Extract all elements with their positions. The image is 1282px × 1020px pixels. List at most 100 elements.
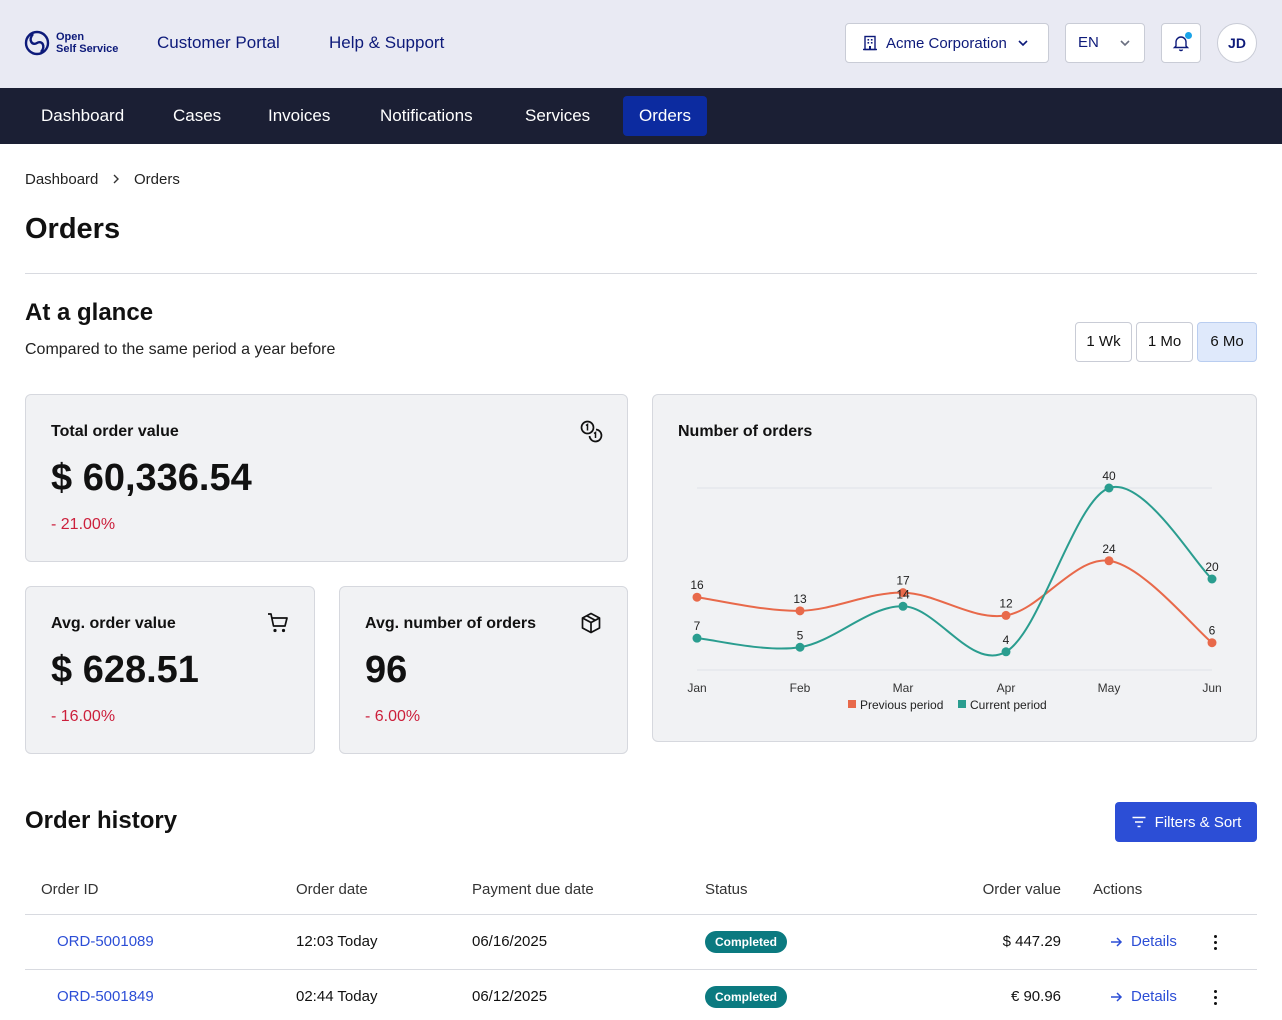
data-label: 13 bbox=[793, 592, 807, 606]
data-label: 4 bbox=[1003, 633, 1010, 647]
customer-portal-link[interactable]: Customer Portal bbox=[157, 33, 280, 52]
filters-sort-button[interactable]: Filters & Sort bbox=[1115, 802, 1257, 842]
card-label: Avg. order value bbox=[51, 615, 176, 632]
data-label: 14 bbox=[896, 587, 910, 601]
column-header-actions: Actions bbox=[1093, 881, 1143, 898]
details-label: Details bbox=[1131, 988, 1177, 1005]
cart-icon bbox=[268, 613, 288, 633]
coins-icon bbox=[580, 420, 603, 443]
arrow-right-icon bbox=[1111, 991, 1123, 1002]
legend-swatch bbox=[958, 700, 966, 708]
chart-title: Number of orders bbox=[678, 423, 813, 440]
glance-title: At a glance bbox=[25, 299, 154, 326]
chevron-right-icon bbox=[113, 174, 119, 184]
period-6mo-button[interactable]: 6 Mo bbox=[1197, 322, 1257, 362]
data-label: 12 bbox=[999, 596, 1013, 610]
x-tick-label: Jan bbox=[687, 681, 706, 695]
nav-invoices[interactable]: Invoices bbox=[268, 106, 331, 125]
data-point bbox=[898, 601, 908, 611]
orders-line-chart: Jan Feb Mar Apr May Jun 16 13 17 12 24 6 7 5 14 4 40 20 Pr… bbox=[687, 469, 1221, 712]
payment-due-date: 06/16/2025 bbox=[472, 933, 548, 950]
filters-sort-label: Filters & Sort bbox=[1154, 813, 1242, 831]
order-id-link[interactable]: ORD-5001849 bbox=[57, 988, 154, 1005]
total-order-value-card: Total order value $ 60,336.54 - 21.00% bbox=[25, 394, 628, 562]
x-tick-label: Feb bbox=[790, 681, 811, 695]
order-date: 12:03 Today bbox=[296, 933, 378, 950]
legend-label: Previous period bbox=[860, 698, 943, 712]
logo-line1: Open bbox=[56, 31, 85, 43]
data-label: 17 bbox=[896, 574, 910, 588]
building-icon bbox=[863, 35, 877, 51]
details-link[interactable]: Details bbox=[1109, 933, 1177, 950]
nav-notifications[interactable]: Notifications bbox=[380, 106, 473, 125]
more-options-icon[interactable] bbox=[1205, 987, 1225, 1007]
more-options-icon[interactable] bbox=[1205, 932, 1225, 952]
data-label: 24 bbox=[1102, 542, 1116, 556]
help-support-link[interactable]: Help & Support bbox=[329, 33, 445, 52]
notification-dot bbox=[1185, 32, 1192, 39]
column-header-payment-due[interactable]: Payment due date bbox=[472, 881, 594, 898]
data-point bbox=[1001, 647, 1011, 657]
notifications-button[interactable] bbox=[1161, 23, 1201, 63]
main-nav: Dashboard Cases Invoices Notifications S… bbox=[0, 88, 1282, 144]
legend-swatch bbox=[848, 700, 856, 708]
avatar[interactable]: JD bbox=[1217, 23, 1257, 63]
data-point bbox=[1207, 574, 1217, 584]
organization-name: Acme Corporation bbox=[886, 34, 1007, 52]
box-icon bbox=[581, 612, 601, 634]
nav-orders[interactable]: Orders bbox=[623, 96, 707, 136]
order-value: € 90.96 bbox=[1010, 988, 1061, 1005]
x-tick-label: Jun bbox=[1202, 681, 1221, 695]
data-point bbox=[692, 592, 702, 602]
data-label: 5 bbox=[797, 628, 804, 642]
page-title: Orders bbox=[25, 213, 121, 245]
data-label: 40 bbox=[1102, 469, 1116, 483]
chevron-down-icon bbox=[1120, 40, 1130, 47]
logo[interactable]: Open Self Service bbox=[24, 30, 118, 56]
logo-line2: Self Service bbox=[56, 43, 119, 55]
data-point bbox=[1104, 556, 1114, 566]
column-header-order-date[interactable]: Order date bbox=[296, 881, 368, 898]
top-bar: Open Self Service Customer Portal Help &… bbox=[0, 0, 1282, 88]
legend-label: Current period bbox=[970, 698, 1047, 712]
avg-order-value-card: Avg. order value $ 628.51 - 16.00% bbox=[25, 586, 315, 754]
divider bbox=[25, 273, 1257, 274]
data-label: 16 bbox=[690, 578, 704, 592]
status-badge: Completed bbox=[705, 986, 788, 1008]
status-badge: Completed bbox=[705, 931, 788, 953]
nav-dashboard[interactable]: Dashboard bbox=[41, 106, 125, 125]
payment-due-date: 06/12/2025 bbox=[472, 988, 548, 1005]
orders-chart-card: Number of orders Jan Feb Mar Apr May Jun 16 13 1… bbox=[652, 394, 1257, 742]
column-header-status[interactable]: Status bbox=[705, 881, 748, 898]
data-point bbox=[692, 633, 702, 643]
breadcrumb-dashboard[interactable]: Dashboard bbox=[25, 171, 99, 188]
period-1mo-button[interactable]: 1 Mo bbox=[1136, 322, 1193, 362]
glance-subtitle: Compared to the same period a year befor… bbox=[25, 341, 336, 358]
data-label: 20 bbox=[1205, 560, 1219, 574]
period-1wk-button[interactable]: 1 Wk bbox=[1075, 322, 1132, 362]
data-label: 6 bbox=[1209, 624, 1216, 638]
data-point bbox=[1104, 483, 1114, 493]
logo-icon bbox=[24, 30, 50, 56]
language-value: EN bbox=[1078, 34, 1099, 51]
x-tick-label: Mar bbox=[893, 681, 914, 695]
x-tick-label: Apr bbox=[997, 681, 1016, 695]
data-point bbox=[1001, 610, 1011, 620]
card-delta: - 6.00% bbox=[365, 708, 421, 725]
card-label: Avg. number of orders bbox=[365, 615, 536, 632]
details-link[interactable]: Details bbox=[1109, 988, 1177, 1005]
order-id-link[interactable]: ORD-5001089 bbox=[57, 933, 154, 950]
bell-icon bbox=[1172, 36, 1190, 52]
chevron-down-icon bbox=[1018, 40, 1028, 47]
nav-services[interactable]: Services bbox=[525, 106, 591, 125]
data-point bbox=[795, 606, 805, 616]
organization-select[interactable]: Acme Corporation bbox=[845, 23, 1049, 63]
order-date: 02:44 Today bbox=[296, 988, 378, 1005]
arrow-right-icon bbox=[1111, 936, 1123, 947]
language-select[interactable]: EN bbox=[1065, 23, 1145, 63]
nav-cases[interactable]: Cases bbox=[173, 106, 222, 125]
details-label: Details bbox=[1131, 933, 1177, 950]
column-header-order-id[interactable]: Order ID bbox=[41, 881, 99, 898]
column-header-order-value[interactable]: Order value bbox=[982, 881, 1061, 898]
data-point bbox=[795, 642, 805, 652]
